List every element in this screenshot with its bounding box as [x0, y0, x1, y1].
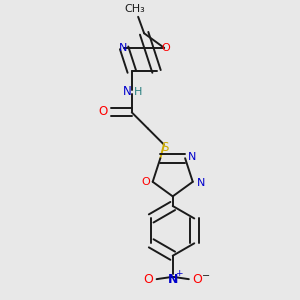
Text: +: + [176, 269, 183, 278]
Text: N: N [167, 273, 178, 286]
Text: N: N [197, 178, 205, 188]
Text: O: O [143, 273, 153, 286]
Text: O: O [161, 43, 170, 53]
Text: O: O [192, 273, 202, 286]
Text: O: O [141, 177, 150, 187]
Text: N: N [188, 152, 196, 162]
Text: N: N [123, 85, 132, 98]
Text: N: N [118, 43, 127, 53]
Text: S: S [162, 141, 169, 154]
Text: −: − [202, 271, 210, 281]
Text: CH₃: CH₃ [125, 4, 146, 14]
Text: O: O [98, 105, 108, 118]
Text: H: H [134, 87, 142, 97]
